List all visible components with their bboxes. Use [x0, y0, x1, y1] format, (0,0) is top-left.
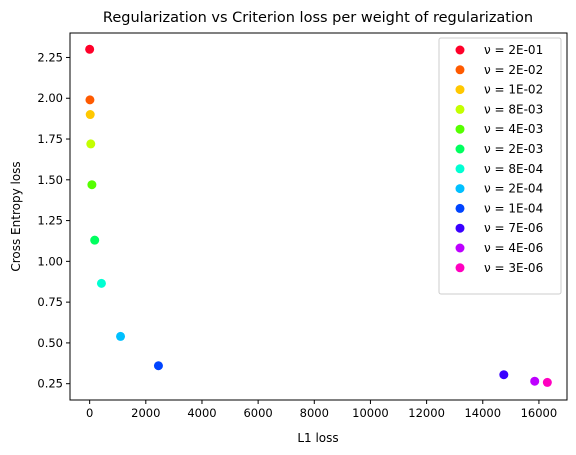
legend-marker — [455, 164, 465, 174]
legend-marker — [455, 104, 465, 114]
legend-label: ν = 2E-03 — [484, 142, 543, 156]
legend-label: ν = 4E-06 — [484, 241, 543, 255]
legend-marker — [455, 223, 465, 233]
legend: ν = 2E-01 ν = 2E-02 ν = 1E-02 ν = 8E-03 ν = … — [438, 37, 562, 295]
legend-box — [438, 37, 562, 295]
legend-label: ν = 7E-06 — [484, 221, 543, 235]
y-tick-label: 1.00 — [37, 254, 63, 268]
x-tick-label: 0 — [86, 406, 93, 420]
legend-marker — [455, 144, 465, 154]
legend-marker — [455, 45, 465, 55]
legend-marker — [455, 124, 465, 134]
legend-label: ν = 3E-06 — [484, 261, 543, 275]
x-tick-label: 12000 — [408, 406, 445, 420]
legend-label: ν = 2E-01 — [484, 43, 543, 57]
legend-marker — [455, 203, 465, 213]
legend-marker — [455, 184, 465, 194]
data-point — [116, 331, 126, 341]
data-point — [530, 376, 540, 386]
y-tick-label: 2.00 — [37, 91, 63, 105]
y-axis-label: Cross Entropy loss — [9, 161, 23, 271]
data-point — [90, 235, 100, 245]
y-tick-label: 2.25 — [37, 50, 63, 64]
legend-marker — [455, 263, 465, 273]
x-tick-label: 6000 — [243, 406, 272, 420]
y-tick-label: 1.25 — [37, 214, 63, 228]
data-point — [87, 180, 97, 190]
legend-label: ν = 4E-03 — [484, 122, 543, 136]
data-point — [86, 139, 96, 149]
legend-label: ν = 8E-04 — [484, 162, 543, 176]
data-point — [85, 110, 95, 120]
legend-marker — [455, 243, 465, 253]
x-axis-label: L1 loss — [297, 431, 338, 445]
x-tick-label: 4000 — [187, 406, 216, 420]
x-tick-label: 10000 — [352, 406, 389, 420]
chart-title: Regularization vs Criterion loss per wei… — [103, 10, 533, 26]
data-point — [96, 278, 106, 288]
data-point — [85, 95, 95, 105]
legend-label: ν = 1E-02 — [484, 83, 543, 97]
y-tick-label: 1.50 — [37, 173, 63, 187]
data-point — [499, 370, 509, 380]
data-point — [153, 361, 163, 371]
axis-ticks: 0 2000 4000 6000 8000 10000 12000 14000 16000 0.2… — [37, 50, 557, 420]
legend-marker — [455, 85, 465, 95]
data-point — [542, 377, 552, 387]
data-points — [85, 44, 552, 387]
legend-label: ν = 8E-03 — [484, 102, 543, 116]
y-tick-label: 1.75 — [37, 132, 63, 146]
plot-frame — [69, 32, 568, 401]
x-tick-label: 14000 — [464, 406, 501, 420]
y-tick-label: 0.25 — [37, 377, 63, 391]
legend-label: ν = 2E-02 — [484, 63, 543, 77]
y-tick-label: 0.75 — [37, 295, 63, 309]
x-tick-label: 16000 — [521, 406, 558, 420]
x-tick-label: 8000 — [300, 406, 329, 420]
legend-marker — [455, 65, 465, 75]
y-tick-label: 0.50 — [37, 336, 63, 350]
legend-label: ν = 2E-04 — [484, 182, 543, 196]
data-point — [85, 44, 95, 54]
legend-label: ν = 1E-04 — [484, 201, 543, 215]
x-tick-label: 2000 — [131, 406, 160, 420]
